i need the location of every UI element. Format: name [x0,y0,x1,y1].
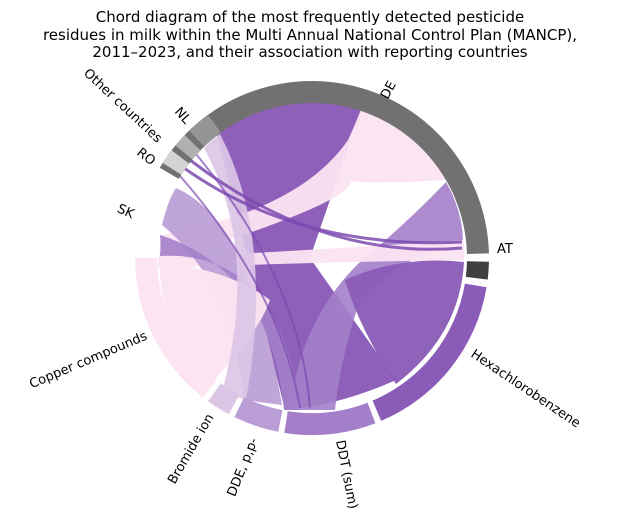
segment-label-sk: SK [115,202,137,223]
outer-ring [134,80,489,435]
segment-arc-hcb [372,283,487,421]
segment-arc-ddepp [234,397,283,432]
ribbon-de-copper [158,104,446,263]
segment-label-hcb: Hexachlorobenzene [468,347,583,431]
segment-label-nl: NL [171,105,194,128]
title-line-3: 2011–2023, and their association with re… [92,43,527,61]
ribbon-nl-bromide [204,134,257,400]
segment-arc-bromide [207,383,240,415]
segment-label-other: Other countries [80,66,165,146]
title-line-1: Chord diagram of the most frequently det… [96,8,524,26]
ribbon-ro-ddepp [179,175,301,409]
segment-label-copper: Copper compounds [27,329,149,392]
segment-label-bromide: Bromide ion [165,412,217,487]
title-line-2: residues in milk within the Multi Annual… [43,26,577,44]
diagram-title: Chord diagram of the most frequently det… [43,8,577,61]
segment-arc-ro [162,150,190,175]
segment-arc-ddt [284,402,376,435]
segment-label-ddt: DDT (sum) [332,439,360,510]
ribbon-other-hexachlorobenzene [189,158,463,251]
segment-arc-nl [189,114,221,147]
ribbon-de-ddt [290,182,463,410]
segment-arc-de [156,80,489,254]
ribbon-other-ddt [195,153,311,409]
segment-arc-other [175,135,201,160]
segment-label-at: AT [497,242,513,257]
ribbon-hexachlorobenzene-inner [345,260,464,384]
segment-arc-sk [134,167,180,252]
ribbon-sk-ddt [160,235,300,410]
segment-arc-copper [135,258,217,398]
segment-label-ddepp: DDE, p,p- [225,436,262,499]
segment-arc-at [465,261,489,280]
ribbons [158,101,465,410]
segment-label-ro: RO [134,145,158,169]
